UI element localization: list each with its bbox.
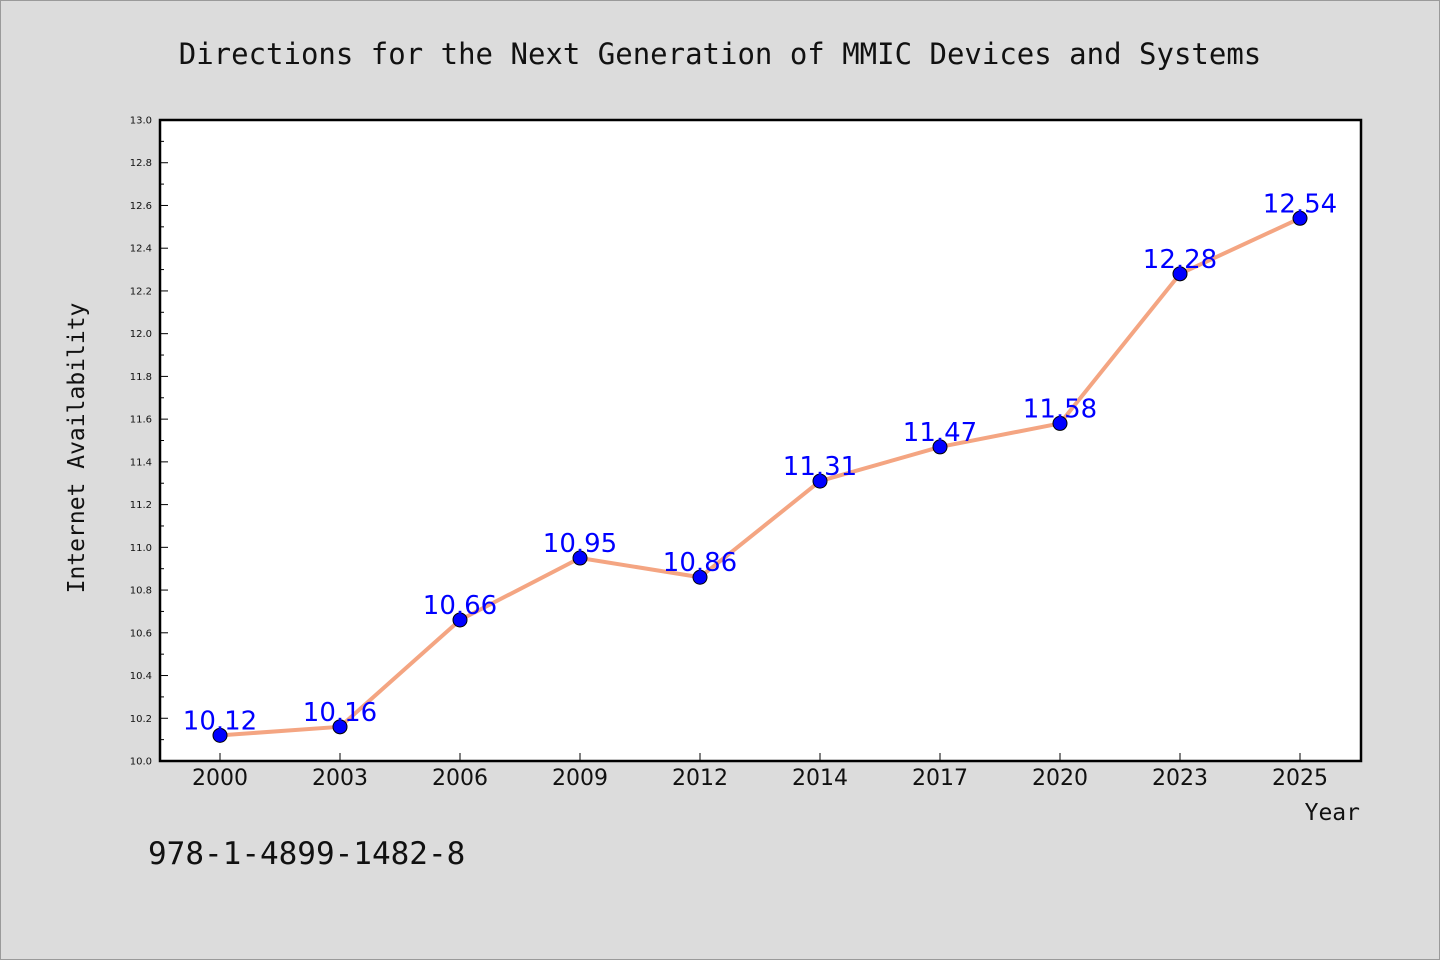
x-tick-label: 2012 [672, 766, 728, 791]
data-point [452, 612, 468, 628]
chart-title: Directions for the Next Generation of MM… [179, 37, 1262, 71]
data-point [1292, 210, 1308, 226]
x-tick-label: 2014 [792, 766, 848, 791]
y-tick-label: 11.2 [130, 500, 152, 511]
y-tick-label: 11.4 [130, 457, 152, 468]
data-label: 12.54 [1263, 189, 1337, 219]
series-line [219, 216, 1301, 738]
y-tick-label: 11.6 [130, 415, 152, 426]
x-tick-label: 2003 [312, 766, 368, 791]
data-labels: 10.12 10.16 10.66 10.95 10.86 11.31 11.47 11.58… [183, 189, 1337, 736]
y-tick-label: 10.4 [130, 671, 152, 682]
data-point [692, 569, 708, 585]
x-axis-ticks: 2000 2003 2006 2009 2012 2014 2017 2020 2023 2025 [192, 753, 1328, 791]
x-tick-label: 2020 [1032, 766, 1088, 791]
y-tick-label: 10.2 [130, 714, 152, 725]
y-axis-ticks: 10.0 10.2 10.4 10.6 10.8 11.0 11.2 11.4 11.6 11.8… [130, 116, 168, 768]
data-point [1172, 266, 1188, 282]
data-label: 10.12 [183, 706, 257, 736]
data-point [332, 719, 348, 735]
data-point [812, 473, 828, 489]
data-point [572, 550, 588, 566]
y-tick-label: 12.8 [130, 158, 152, 169]
x-tick-label: 2006 [432, 766, 488, 791]
data-label: 10.66 [423, 591, 497, 621]
data-label: 10.95 [543, 529, 617, 559]
plot-area [158, 118, 1363, 763]
y-tick-label: 10.0 [130, 757, 152, 768]
data-label: 10.86 [663, 548, 737, 578]
x-tick-label: 2009 [552, 766, 608, 791]
data-label: 11.58 [1023, 394, 1097, 424]
y-tick-label: 10.8 [130, 586, 152, 597]
y-tick-label: 13.0 [130, 116, 152, 127]
data-point [212, 727, 228, 743]
x-tick-label: 2023 [1152, 766, 1208, 791]
y-axis-label: Internet Availability [64, 303, 90, 594]
y-tick-label: 12.6 [130, 201, 152, 212]
y-tick-label: 10.6 [130, 628, 152, 639]
x-tick-label: 2025 [1272, 766, 1328, 791]
data-markers [212, 210, 1308, 743]
y-tick-label: 11.8 [130, 372, 152, 383]
y-tick-label: 12.0 [130, 329, 152, 340]
data-label: 12.28 [1143, 245, 1217, 275]
x-axis-label: Year [1305, 800, 1360, 826]
x-tick-label: 2017 [912, 766, 968, 791]
y-tick-label: 11.0 [130, 543, 152, 554]
x-tick-label: 2000 [192, 766, 248, 791]
footer-note: 978-1-4899-1482-8 [148, 836, 465, 872]
data-label: 11.47 [903, 418, 977, 448]
data-point [932, 439, 948, 455]
y-tick-label: 12.2 [130, 286, 152, 297]
data-label: 11.31 [783, 452, 857, 482]
data-point [1052, 415, 1068, 431]
y-tick-label: 12.4 [130, 244, 152, 255]
data-label: 10.16 [303, 698, 377, 728]
